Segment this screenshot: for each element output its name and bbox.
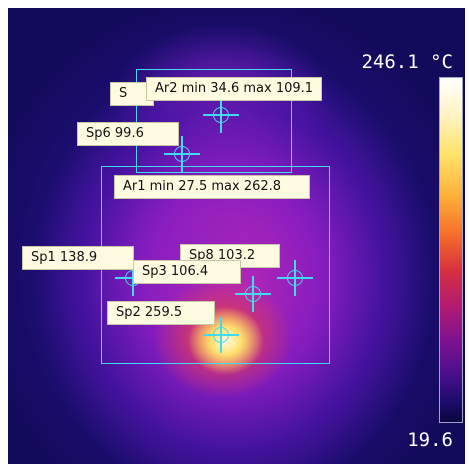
scale-max-label: 246.1 °C [361, 51, 453, 73]
temperature-color-bar [439, 77, 463, 423]
scale-min-label: 19.6 [407, 429, 453, 451]
spot-label-sp1[interactable]: Sp1 138.9 [22, 246, 134, 270]
area-ar2-box[interactable] [136, 69, 292, 173]
area-label-ar1[interactable]: Ar1 min 27.5 max 262.8 [114, 175, 310, 199]
spot-label-sp3[interactable]: Sp3 106.4 [133, 260, 241, 284]
spot-label-sp6[interactable]: Sp6 99.6 [77, 122, 179, 146]
thermal-image[interactable]: S Ar2 min 34.6 max 109.1 Sp6 99.6 Ar1 mi… [8, 8, 465, 464]
spot-label-sp2[interactable]: Sp2 259.5 [107, 301, 215, 325]
area-label-ar2[interactable]: Ar2 min 34.6 max 109.1 [146, 77, 323, 101]
